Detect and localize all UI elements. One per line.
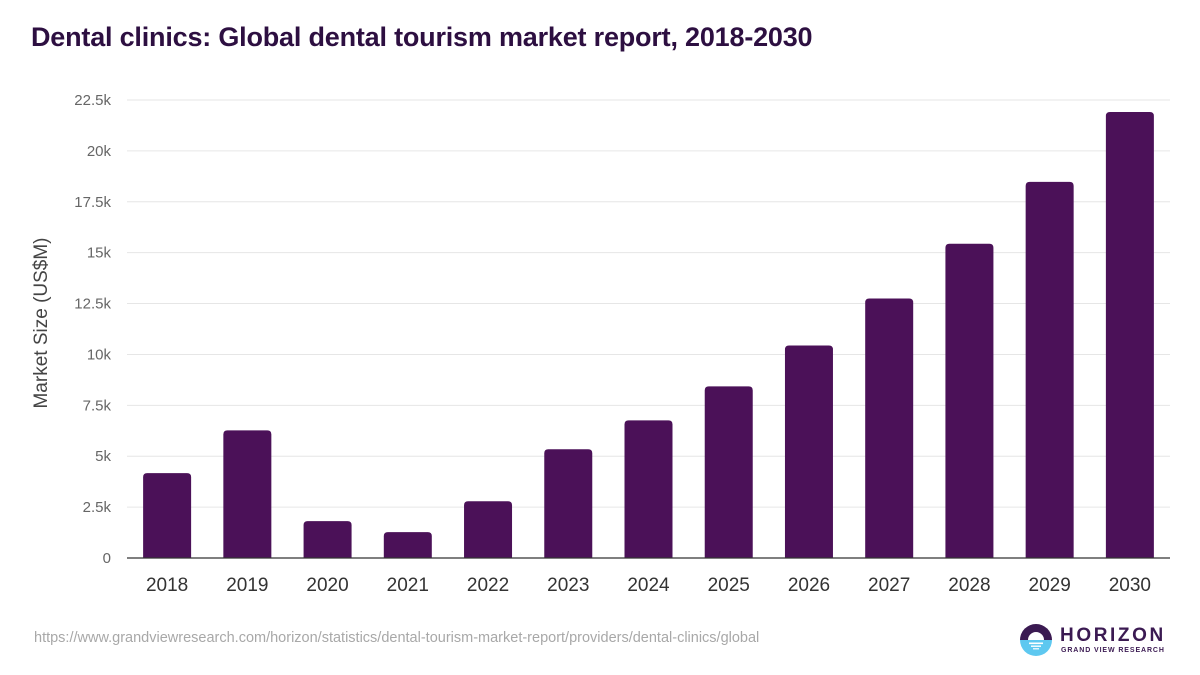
bar-2020[interactable] [303,521,352,558]
x-tick-label: 2028 [948,575,990,596]
y-axis-label: Market Size (US$M) [31,237,52,408]
x-tick-label: 2029 [1029,575,1071,596]
x-tick-label: 2025 [708,575,750,596]
horizon-logo-icon [1020,624,1052,656]
bar-2030[interactable] [1105,112,1154,559]
y-tick-label: 12.5k [74,296,111,313]
source-url[interactable]: https://www.grandviewresearch.com/horizo… [34,630,760,646]
x-tick-label: 2018 [146,575,188,596]
bar-2028[interactable] [945,243,994,559]
y-tick-label: 0 [103,550,111,567]
bar-2024[interactable] [624,420,673,558]
y-tick-label: 5k [95,448,111,465]
y-tick-label: 20k [87,143,112,160]
bar-2027[interactable] [865,298,914,558]
x-tick-label: 2024 [627,575,670,596]
y-tick-label: 17.5k [74,194,111,211]
bar-2025[interactable] [704,386,753,558]
bar-2021[interactable] [383,532,432,558]
y-tick-label: 7.5k [83,397,112,414]
x-tick-label: 2020 [306,575,348,596]
x-tick-label: 2026 [788,575,830,596]
y-tick-label: 2.5k [83,499,112,516]
y-tick-label: 15k [87,245,112,262]
x-tick-label: 2019 [226,575,268,596]
y-tick-label: 22.5k [74,92,111,109]
x-tick-label: 2022 [467,575,509,596]
horizon-logo: HORIZON GRAND VIEW RESEARCH [1019,622,1164,658]
x-tick-label: 2023 [547,575,589,596]
y-tick-label: 10k [87,346,112,363]
logo-subtitle: GRAND VIEW RESEARCH [1061,647,1165,654]
bar-2029[interactable] [1025,181,1074,558]
bar-2022[interactable] [464,501,513,558]
bar-2023[interactable] [544,449,593,558]
x-tick-label: 2030 [1109,575,1151,596]
bar-2026[interactable] [784,345,833,558]
x-tick-label: 2027 [868,575,910,596]
y-axis-ticks: 0 2.5k 5k 7.5k 10k 12.5k 15k 17.5k 20k 22.5k [74,92,111,567]
x-tick-label: 2021 [387,575,429,596]
logo-name: HORIZON [1060,625,1166,646]
bar-2019[interactable] [223,430,272,558]
chart-title: Dental clinics: Global dental tourism ma… [31,22,813,52]
bars [143,112,1154,559]
x-axis-ticks: 2018 2019 2020 2021 2022 2023 2024 2025 2026 2027… [146,575,1151,596]
bar-2018[interactable] [143,473,192,558]
